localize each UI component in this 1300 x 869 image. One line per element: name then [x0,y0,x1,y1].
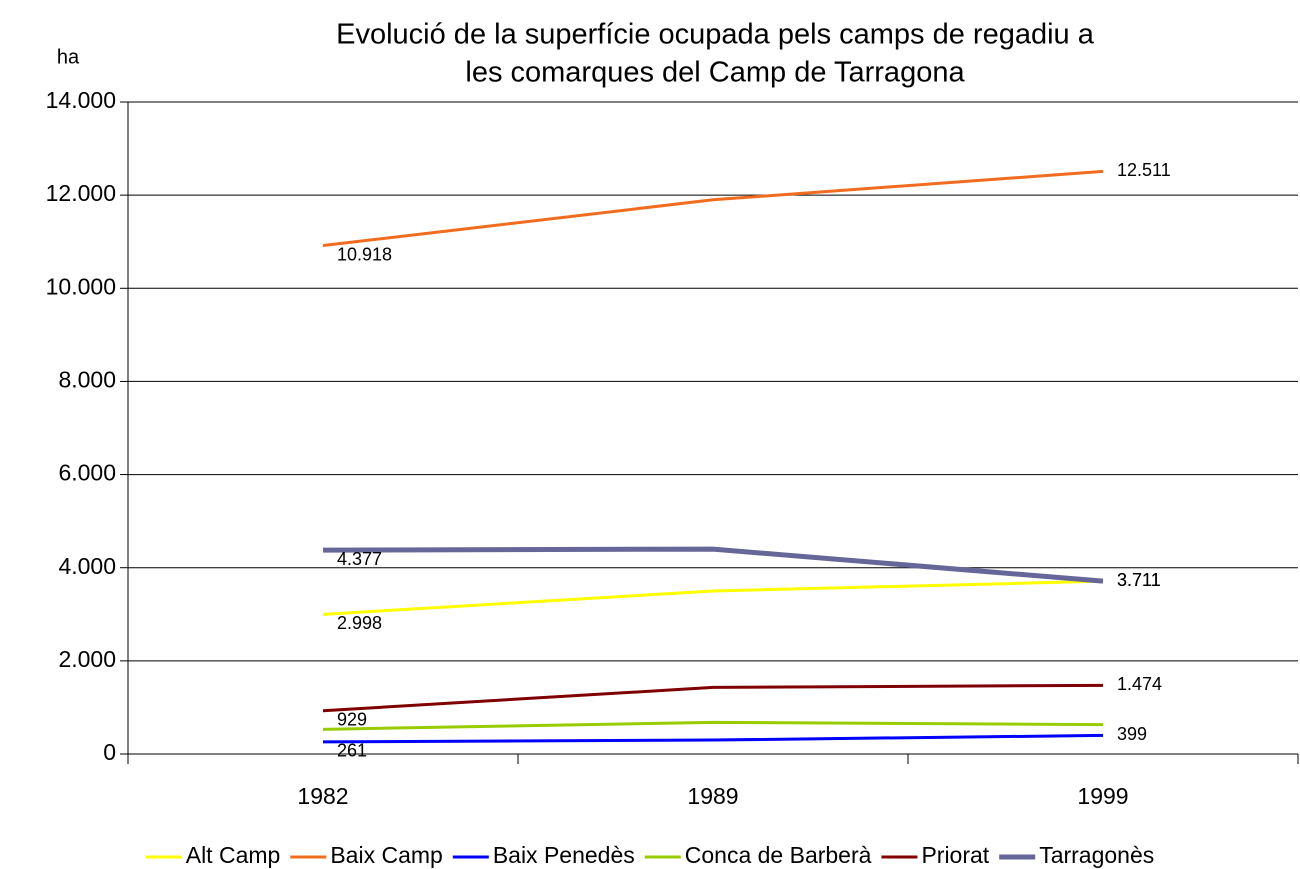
legend-label: Tarragonès [1039,842,1154,868]
chart-title: les comarques del Camp de Tarragona [465,57,965,89]
y-tick-label: 4.000 [58,553,116,579]
series-line [322,733,1104,744]
y-tick-label: 14.000 [46,87,116,113]
series-line [322,546,1104,584]
y-tick-label: 12.000 [46,180,116,206]
series-line [322,683,1104,713]
legend: Alt Camp Baix Camp Baix Penedès Conca de Ba… [145,842,1154,868]
y-tick-label: 8.000 [58,367,116,393]
data-label: 399 [1117,724,1147,744]
x-tick-label: 1999 [1077,783,1128,809]
legend-label: Alt Camp [186,842,281,868]
series-line [322,579,1104,616]
x-tick-label: 1982 [297,783,348,809]
legend-label: Priorat [921,842,989,868]
y-tick-label: 0 [103,739,116,765]
y-tick-label: 10.000 [46,273,116,299]
y-axis-label: ha [57,46,80,68]
data-label: 12.511 [1117,160,1171,180]
legend-label: Baix Penedès [493,842,635,868]
legend-label: Baix Camp [330,842,442,868]
y-tick-label: 6.000 [58,460,116,486]
y-tick-label: 2.000 [58,646,116,672]
data-label: 261 [337,741,367,761]
x-tick-label: 1989 [687,783,738,809]
legend-label: Conca de Barberà [685,842,872,868]
series-line [322,169,1104,248]
data-label: 2.998 [337,613,382,633]
data-label: 1.474 [1117,674,1162,694]
series-line [322,720,1104,731]
data-label: 10.918 [337,244,392,264]
chart-title: Evolució de la superfície ocupada pels c… [336,19,1095,51]
data-label: 929 [337,709,367,729]
data-label: 3.711 [1117,570,1161,590]
data-label: 4.377 [337,549,382,569]
data-label: 3.711 [1117,570,1161,590]
